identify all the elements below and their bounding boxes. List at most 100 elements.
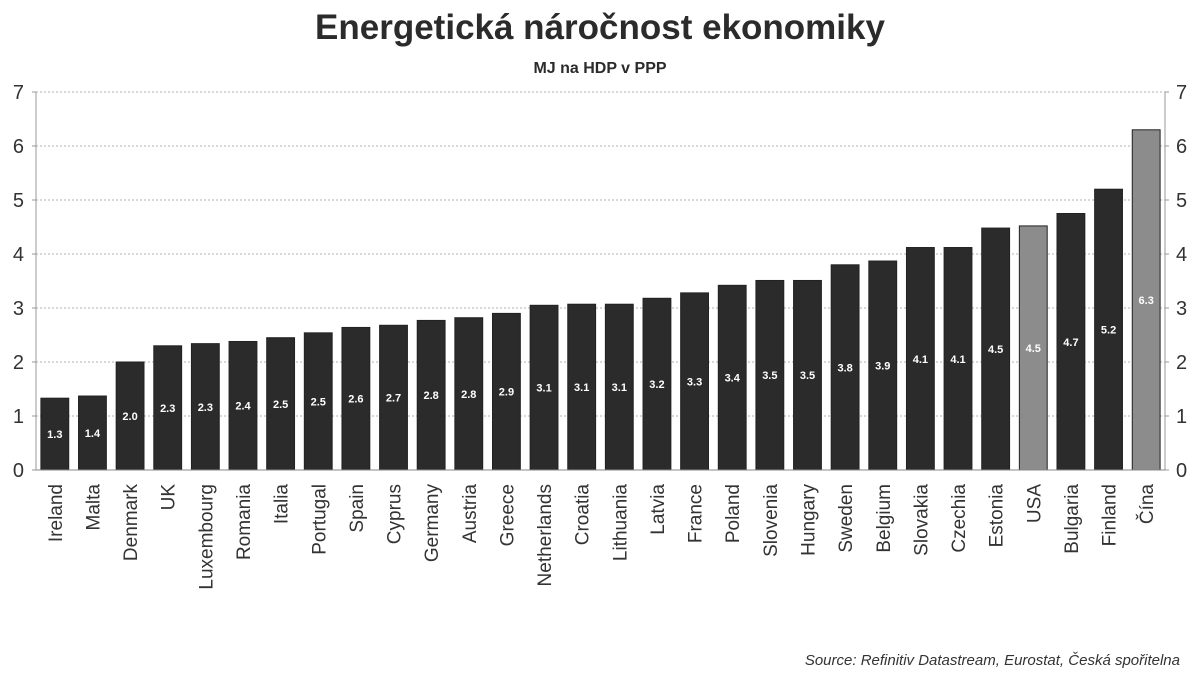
value-label: 6.3 (1139, 295, 1154, 307)
x-tick-label: Denmark (121, 484, 142, 562)
x-tick-label: Greece (497, 484, 518, 546)
x-tick-label: Belgium (874, 484, 895, 553)
x-tick-label: Luxembourg (196, 484, 217, 590)
x-tick-label: Cyprus (385, 484, 406, 544)
value-label: 2.8 (424, 390, 439, 402)
bar-latvia (642, 297, 672, 471)
value-label: 1.4 (85, 428, 101, 440)
value-label: 4.1 (913, 354, 928, 366)
x-tick-label: Slovakia (911, 484, 932, 556)
bar-poland (717, 284, 747, 471)
value-label: 3.5 (800, 370, 815, 382)
x-tick-label: Malta (83, 484, 104, 531)
bar-croatia (567, 303, 597, 471)
bar-bulgaria (1056, 213, 1086, 471)
bar-ireland (40, 397, 70, 471)
x-tick-label: Slovenia (761, 484, 782, 557)
value-label: 2.7 (386, 393, 401, 405)
x-tick-label: Hungary (798, 484, 819, 556)
value-label: 3.4 (725, 373, 741, 385)
value-label: 2.4 (235, 401, 251, 413)
y-tick-label-left: 1 (13, 406, 24, 428)
bar-czechia (943, 247, 973, 471)
y-tick-label-left: 3 (13, 298, 24, 320)
value-label: 4.5 (1026, 343, 1041, 355)
y-tick-label-right: 1 (1176, 406, 1187, 428)
bar-italia (266, 337, 296, 471)
value-label: 2.6 (348, 394, 363, 406)
x-tick-label: Netherlands (535, 484, 556, 586)
x-tick-label: Finland (1100, 484, 1121, 546)
category-labels: Ireland Malta Denmark UK Luxembourg Romania It… (46, 484, 1158, 590)
x-tick-label: France (686, 484, 707, 543)
bar-austria (454, 317, 484, 471)
value-labels: 1.3 1.4 2.0 2.3 2.3 2.4 2.5 2.5 2.6 2.7 2.8 2.8 2.9 3… (47, 295, 1154, 441)
x-tick-label: Bulgaria (1062, 484, 1083, 554)
bar-hungary (793, 279, 822, 471)
y-tick-label-right: 6 (1176, 136, 1187, 158)
chart-subtitle: MJ na HDP v PPP (533, 60, 667, 77)
value-label: 3.2 (649, 379, 664, 391)
value-label: 3.3 (687, 376, 702, 388)
bar-lithuania (604, 303, 634, 471)
value-label: 2.9 (499, 387, 514, 399)
y-tick-label-right: 0 (1176, 460, 1187, 482)
value-label: 2.3 (198, 402, 213, 414)
y-tick-label-left: 6 (13, 136, 24, 158)
x-tick-label: Poland (723, 484, 744, 543)
bar-luxembourg (190, 343, 220, 471)
value-label: 4.7 (1063, 337, 1078, 349)
x-tick-label: Sweden (836, 484, 857, 553)
source-note: Source: Refinitiv Datastream, Eurostat, … (804, 652, 1180, 669)
y-tick-label-left: 5 (13, 190, 24, 212)
bar-france (680, 292, 710, 471)
bar-portugal (303, 332, 333, 471)
value-label: 2.0 (122, 411, 137, 423)
bar-sweden (830, 264, 860, 471)
bar-finland (1094, 188, 1123, 471)
y-tick-label-right: 7 (1176, 82, 1187, 104)
bar-slovakia (905, 247, 935, 471)
x-tick-label: Czechia (949, 484, 970, 553)
value-label: 2.3 (160, 403, 175, 415)
bars (40, 129, 1161, 471)
value-label: 3.1 (612, 382, 627, 394)
value-label: 2.8 (461, 389, 476, 401)
y-tick-label-left: 2 (13, 352, 24, 374)
bar-estonia (981, 227, 1011, 471)
bar-cyprus (379, 324, 408, 471)
value-label: 3.8 (837, 362, 852, 374)
x-tick-label: Lithuania (610, 484, 631, 562)
bar-netherlands (529, 304, 559, 471)
value-label: 1.3 (47, 429, 62, 441)
chart-title: Energetická náročnost ekonomiky (315, 8, 885, 47)
value-label: 4.1 (950, 354, 965, 366)
x-tick-label: Germany (422, 484, 443, 563)
y-tick-label-right: 5 (1176, 190, 1187, 212)
x-tick-label: UK (159, 484, 180, 511)
x-tick-label: Ireland (46, 484, 67, 542)
y-tick-label-right: 3 (1176, 298, 1187, 320)
value-label: 5.2 (1101, 325, 1116, 337)
x-tick-label: Austria (460, 484, 481, 544)
bar-usa (1018, 225, 1048, 471)
value-label: 4.5 (988, 344, 1003, 356)
bar-germany (416, 319, 446, 471)
x-tick-label: Italia (272, 484, 293, 525)
y-tick-label-left: 4 (13, 244, 24, 266)
y-tick-label-right: 4 (1176, 244, 1187, 266)
x-tick-label: Romania (234, 484, 255, 560)
bar-belgium (868, 260, 898, 471)
bar-greece (491, 312, 521, 471)
x-tick-label: USA (1024, 484, 1045, 523)
x-tick-label: Croatia (573, 484, 594, 546)
bar-romania (228, 340, 258, 471)
x-tick-label: Spain (347, 484, 368, 533)
y-tick-label-left: 0 (13, 460, 24, 482)
y-tick-label-left: 7 (13, 82, 24, 104)
bar-čína (1131, 129, 1161, 471)
value-label: 3.9 (875, 361, 890, 373)
value-label: 3.5 (762, 370, 777, 382)
x-tick-label: Estonia (987, 484, 1008, 548)
